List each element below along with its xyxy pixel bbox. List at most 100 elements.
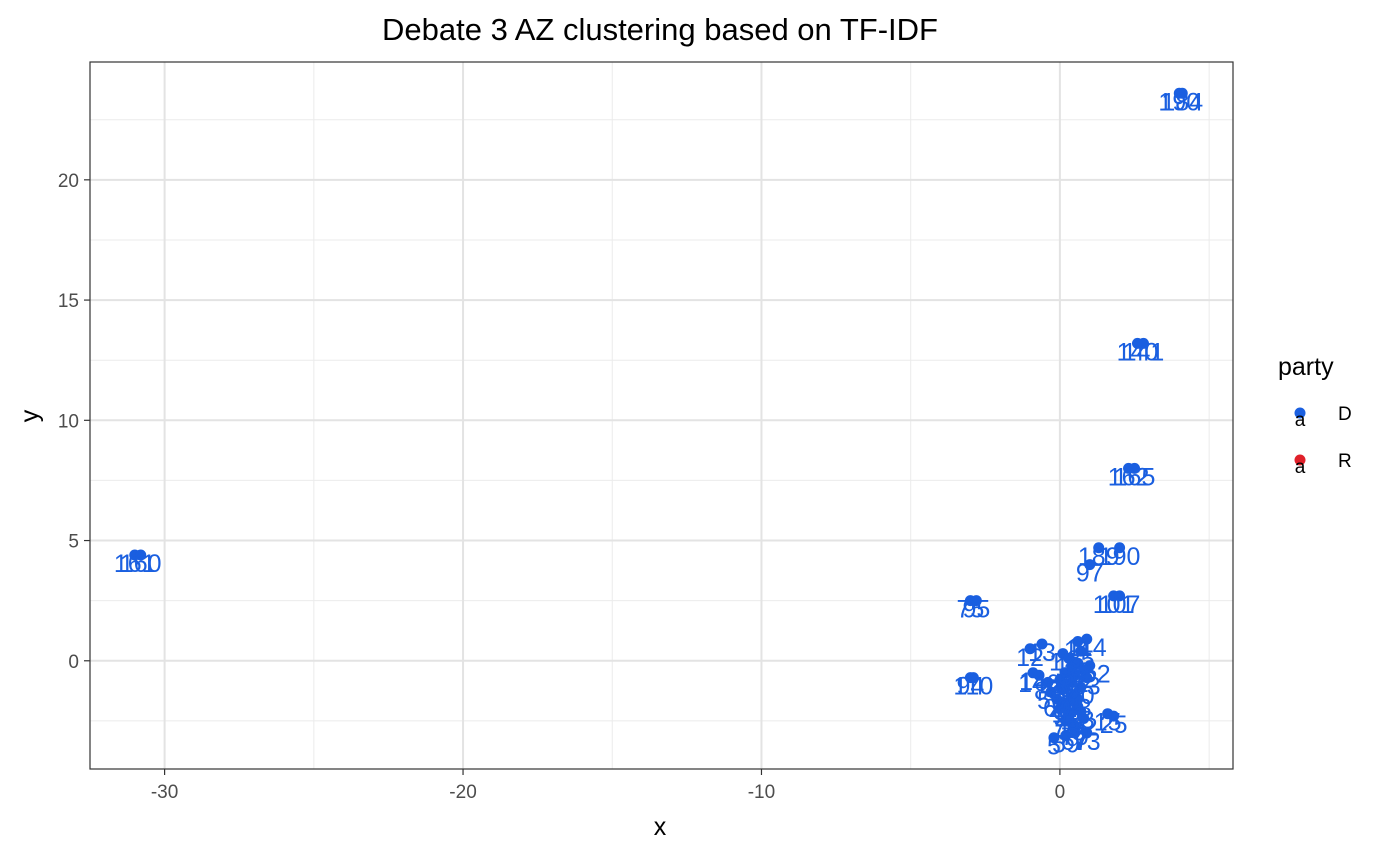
data-point (1093, 542, 1105, 554)
point-label: 184 (1161, 88, 1203, 116)
point-label: 12 (1016, 644, 1044, 672)
data-point (1024, 643, 1036, 655)
point-label: 101 (1093, 591, 1135, 619)
data-point (1060, 679, 1072, 691)
point-label: 41 (1058, 692, 1086, 720)
data-point (1114, 542, 1126, 554)
point-label: 13 (1028, 639, 1056, 667)
y-axis-title: y (16, 409, 44, 422)
point-label: 85 (1067, 646, 1095, 674)
data-point (1075, 645, 1087, 657)
point-label: 33 (1058, 718, 1086, 746)
data-point (970, 595, 982, 607)
data-point (1069, 722, 1081, 734)
point-label: 3 (1056, 685, 1070, 713)
point-label: 95 (962, 596, 990, 624)
panel-border (89, 61, 1234, 770)
point-label: 14 (1064, 637, 1092, 665)
legend-key-dot (1294, 407, 1306, 419)
point-label: 5 (1068, 689, 1082, 717)
data-point (1176, 87, 1188, 99)
point-label: 152 (1069, 661, 1111, 689)
point-label: 43 (1064, 694, 1092, 722)
point-label: 30 (1052, 680, 1080, 708)
data-points (129, 87, 1188, 744)
data-point (1072, 693, 1084, 705)
point-label: 162 (1108, 463, 1150, 491)
minor-gridlines (90, 62, 1233, 769)
data-point (1060, 729, 1072, 741)
point-label: 15 (1094, 709, 1122, 737)
point-label: 88 (1034, 677, 1062, 705)
legend-entries: a Da R (1294, 404, 1352, 478)
legend-key-glyph: a (1295, 457, 1306, 478)
point-label: 160 (120, 550, 162, 578)
point-label: 73 (1073, 728, 1101, 756)
data-point (1072, 636, 1084, 648)
data-point (1075, 681, 1087, 693)
point-label: 165 (1114, 463, 1156, 491)
point-label: 70 (1061, 723, 1089, 751)
data-point (135, 549, 147, 561)
point-label: 190 (1099, 543, 1141, 571)
point-label: 25 (1100, 711, 1128, 739)
point-label: 56 (1037, 687, 1065, 715)
y-tick-label: 15 (58, 291, 79, 312)
point-label: 94 (956, 673, 984, 701)
point-label: 23 (1067, 706, 1095, 734)
point-label: 189 (1078, 543, 1120, 571)
point-label: 140 (1117, 338, 1159, 366)
point-label: 31 (1061, 670, 1089, 698)
point-label: 146 (1018, 670, 1060, 698)
legend: party a Da R (1278, 353, 1352, 478)
point-label: 107 (1099, 591, 1141, 619)
point-label: 40 (1067, 682, 1095, 710)
legend-entry-label: R (1338, 451, 1352, 472)
x-tick-label: -20 (449, 782, 476, 803)
data-point (1114, 590, 1126, 602)
point-label: 28 (1046, 675, 1074, 703)
point-label: 2 (1065, 677, 1079, 705)
point-label: 60 (1043, 694, 1071, 722)
data-point (1042, 676, 1054, 688)
point-label: 5 (1047, 733, 1061, 761)
x-axis-title: x (654, 813, 667, 841)
legend-key-glyph: a (1295, 410, 1306, 431)
legend-key-dot (1294, 454, 1306, 466)
legend-title: party (1278, 353, 1334, 381)
data-point (1081, 633, 1093, 645)
data-point (1129, 462, 1141, 474)
data-point (1066, 662, 1078, 674)
data-point (1045, 686, 1057, 698)
y-tick-label: 10 (58, 411, 79, 432)
data-point (1078, 713, 1090, 724)
point-label: 110 (953, 673, 993, 701)
point-label: 6 (1062, 697, 1076, 725)
data-point (1081, 672, 1093, 684)
y-tick-label: 5 (68, 532, 79, 553)
point-label: 161 (114, 550, 156, 578)
point-label: 17 (1049, 649, 1077, 677)
point-label: 14 (1019, 668, 1047, 696)
major-gridlines (90, 62, 1233, 769)
point-label: 97 (1076, 560, 1104, 588)
data-point (1081, 727, 1093, 739)
data-point (1108, 710, 1120, 722)
point-label: 141 (1123, 338, 1165, 366)
point-label: 9 (1053, 704, 1067, 732)
point-label: 78 (1052, 716, 1080, 744)
point-label: 75 (956, 596, 984, 624)
legend-entry-label: D (1338, 404, 1352, 425)
point-label: 63 (1073, 673, 1101, 701)
x-tick-label: -30 (151, 782, 178, 803)
point-label: 67 (1061, 728, 1089, 756)
chart-title: Debate 3 AZ clustering based on TF-IDF (382, 12, 938, 47)
point-label: 52 (1070, 714, 1098, 742)
point-label: 19 (1055, 653, 1083, 681)
point-label: 44 (1049, 699, 1077, 727)
data-point (1084, 559, 1096, 571)
x-axis: -30 -20 -10 0 (151, 769, 1065, 803)
